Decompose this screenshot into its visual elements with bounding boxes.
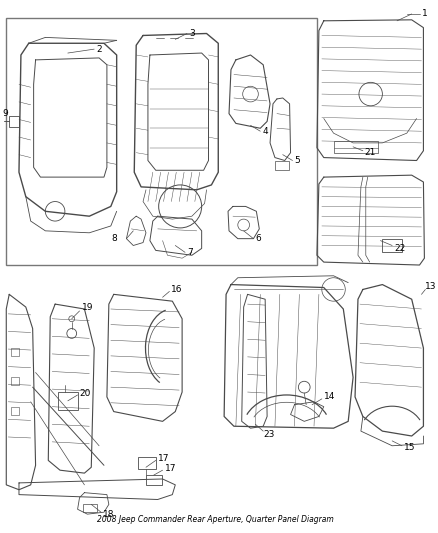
Text: 6: 6: [255, 234, 261, 243]
Text: 17: 17: [165, 464, 176, 473]
Bar: [58, 392, 78, 410]
Text: 14: 14: [324, 392, 335, 401]
Text: 13: 13: [425, 282, 437, 291]
Text: 20: 20: [80, 389, 91, 398]
Bar: [11, 348, 19, 356]
Text: 3: 3: [189, 29, 195, 38]
Text: 2008 Jeep Commander Rear Aperture, Quarter Panel Diagram: 2008 Jeep Commander Rear Aperture, Quart…: [97, 514, 334, 523]
Bar: [84, 504, 97, 512]
Bar: [382, 239, 402, 252]
Text: 18: 18: [103, 510, 114, 519]
Text: 23: 23: [263, 430, 275, 439]
Text: 17: 17: [158, 454, 169, 463]
Text: 21: 21: [365, 148, 376, 157]
Bar: [275, 160, 289, 170]
Text: 4: 4: [262, 127, 268, 136]
Bar: [138, 457, 156, 469]
Text: 8: 8: [111, 234, 117, 243]
Bar: [146, 475, 162, 485]
Bar: [9, 116, 19, 127]
Text: 19: 19: [81, 303, 93, 312]
Text: 7: 7: [187, 248, 193, 257]
Text: 2: 2: [96, 45, 102, 54]
Text: 15: 15: [404, 443, 415, 452]
Text: 1: 1: [421, 10, 427, 19]
Text: 16: 16: [171, 285, 183, 294]
Bar: [11, 407, 19, 415]
Bar: [6, 18, 317, 265]
Bar: [11, 377, 19, 385]
Text: 22: 22: [394, 244, 405, 253]
Text: 9: 9: [2, 109, 8, 118]
Text: 5: 5: [294, 156, 300, 165]
Bar: [334, 141, 378, 152]
